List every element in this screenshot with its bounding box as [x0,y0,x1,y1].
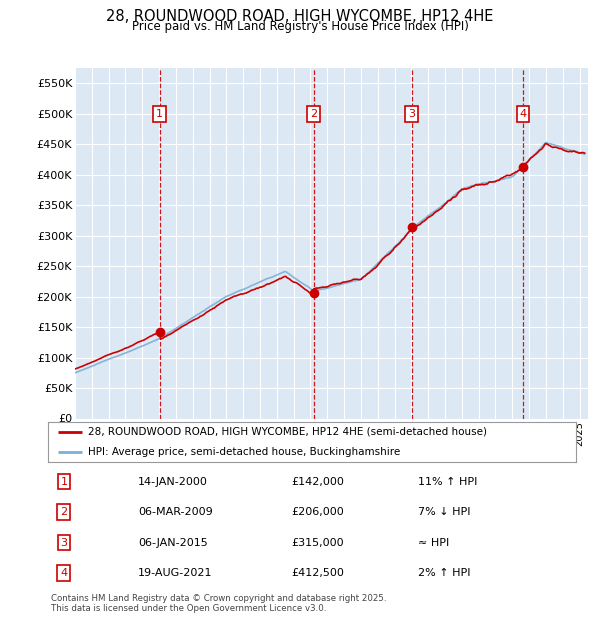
Text: £206,000: £206,000 [291,507,344,517]
Text: £412,500: £412,500 [291,568,344,578]
Text: 3: 3 [61,538,67,547]
Text: 06-JAN-2015: 06-JAN-2015 [138,538,208,547]
Text: 4: 4 [60,568,67,578]
Text: 2: 2 [310,109,317,119]
Text: 4: 4 [520,109,527,119]
Text: Price paid vs. HM Land Registry's House Price Index (HPI): Price paid vs. HM Land Registry's House … [131,20,469,33]
Text: Contains HM Land Registry data © Crown copyright and database right 2025.
This d: Contains HM Land Registry data © Crown c… [51,594,386,613]
Text: 2: 2 [60,507,67,517]
Text: 06-MAR-2009: 06-MAR-2009 [138,507,212,517]
Text: 7% ↓ HPI: 7% ↓ HPI [418,507,470,517]
Text: 1: 1 [156,109,163,119]
Text: 28, ROUNDWOOD ROAD, HIGH WYCOMBE, HP12 4HE: 28, ROUNDWOOD ROAD, HIGH WYCOMBE, HP12 4… [106,9,494,24]
Text: £315,000: £315,000 [291,538,344,547]
Text: 2% ↑ HPI: 2% ↑ HPI [418,568,470,578]
Text: HPI: Average price, semi-detached house, Buckinghamshire: HPI: Average price, semi-detached house,… [88,447,400,457]
Text: 1: 1 [61,477,67,487]
Text: 3: 3 [408,109,415,119]
Text: ≈ HPI: ≈ HPI [418,538,449,547]
Text: 14-JAN-2000: 14-JAN-2000 [138,477,208,487]
Text: £142,000: £142,000 [291,477,344,487]
Text: 28, ROUNDWOOD ROAD, HIGH WYCOMBE, HP12 4HE (semi-detached house): 28, ROUNDWOOD ROAD, HIGH WYCOMBE, HP12 4… [88,427,487,436]
Text: 11% ↑ HPI: 11% ↑ HPI [418,477,477,487]
Text: 19-AUG-2021: 19-AUG-2021 [138,568,212,578]
